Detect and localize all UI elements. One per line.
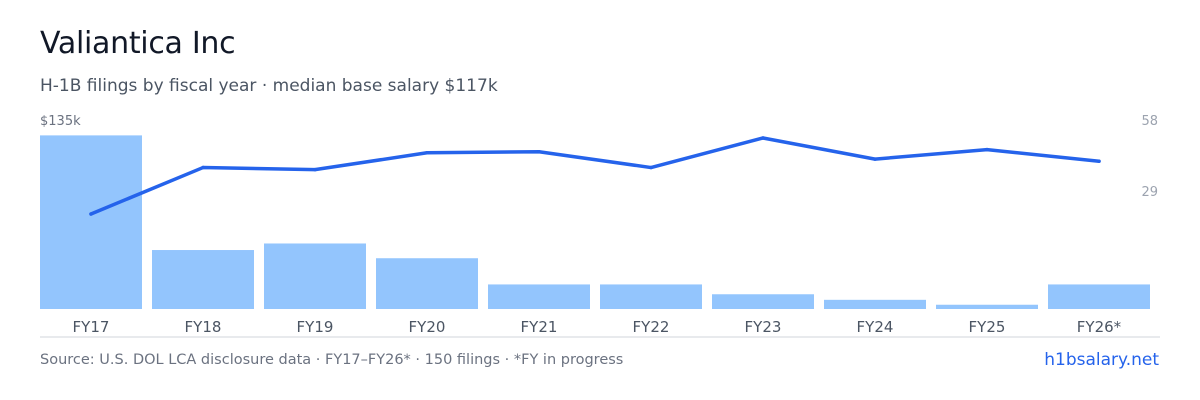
line-point-fy20 bbox=[425, 151, 429, 155]
bar-fy22 bbox=[600, 284, 702, 309]
page-subtitle: H-1B filings by fiscal year · median bas… bbox=[40, 76, 498, 96]
page-title: Valiantica Inc bbox=[40, 26, 236, 61]
x-tick-label: FY17 bbox=[73, 318, 110, 336]
source-note: Source: U.S. DOL LCA disclosure data · F… bbox=[40, 352, 624, 368]
line-point-fy18 bbox=[201, 165, 205, 170]
x-tick-label: FY25 bbox=[969, 318, 1006, 336]
x-tick-label: FY20 bbox=[409, 318, 446, 336]
line-point-fy26-partial bbox=[1097, 159, 1101, 163]
x-tick-label: FY18 bbox=[185, 318, 222, 336]
x-tick-label: FY26* bbox=[1077, 318, 1122, 336]
line-point-fy21 bbox=[537, 149, 541, 154]
line-point-fy17 bbox=[89, 212, 93, 216]
line-point-fy25 bbox=[985, 147, 989, 152]
bar-fy21 bbox=[488, 284, 590, 309]
x-tick-label: FY22 bbox=[633, 318, 670, 336]
bar-fy19 bbox=[264, 243, 366, 309]
right-axis-tick-29: 29 bbox=[1141, 185, 1158, 200]
line-point-fy23 bbox=[761, 136, 765, 140]
bar-fy20 bbox=[376, 258, 478, 309]
right-axis-tick-58: 58 bbox=[1141, 114, 1158, 129]
line-point-fy24 bbox=[873, 157, 877, 161]
bar-fy24 bbox=[824, 299, 926, 309]
x-tick-label: FY19 bbox=[297, 318, 334, 336]
line-point-fy22 bbox=[649, 165, 653, 170]
bar-series bbox=[40, 135, 1150, 309]
median-salary-line bbox=[89, 136, 1101, 216]
brand-link[interactable]: h1bsalary.net bbox=[1044, 350, 1159, 370]
x-tick-label: FY23 bbox=[745, 318, 782, 336]
x-tick-label: FY21 bbox=[521, 318, 558, 336]
bar-fy26-partial bbox=[1048, 284, 1150, 309]
line-series bbox=[89, 136, 1101, 216]
x-tick-label: FY24 bbox=[857, 318, 894, 336]
bar-fy17 bbox=[40, 135, 142, 309]
bar-fy23 bbox=[712, 294, 814, 309]
bar-fy25 bbox=[936, 304, 1038, 309]
left-axis-max-label: $135k bbox=[40, 114, 81, 129]
line-point-fy19 bbox=[313, 167, 317, 172]
bar-fy18 bbox=[152, 250, 254, 309]
x-axis-labels: FY17 FY18 FY19 FY20 FY21 FY22 FY23 FY24 FY25 FY26… bbox=[73, 318, 1122, 336]
